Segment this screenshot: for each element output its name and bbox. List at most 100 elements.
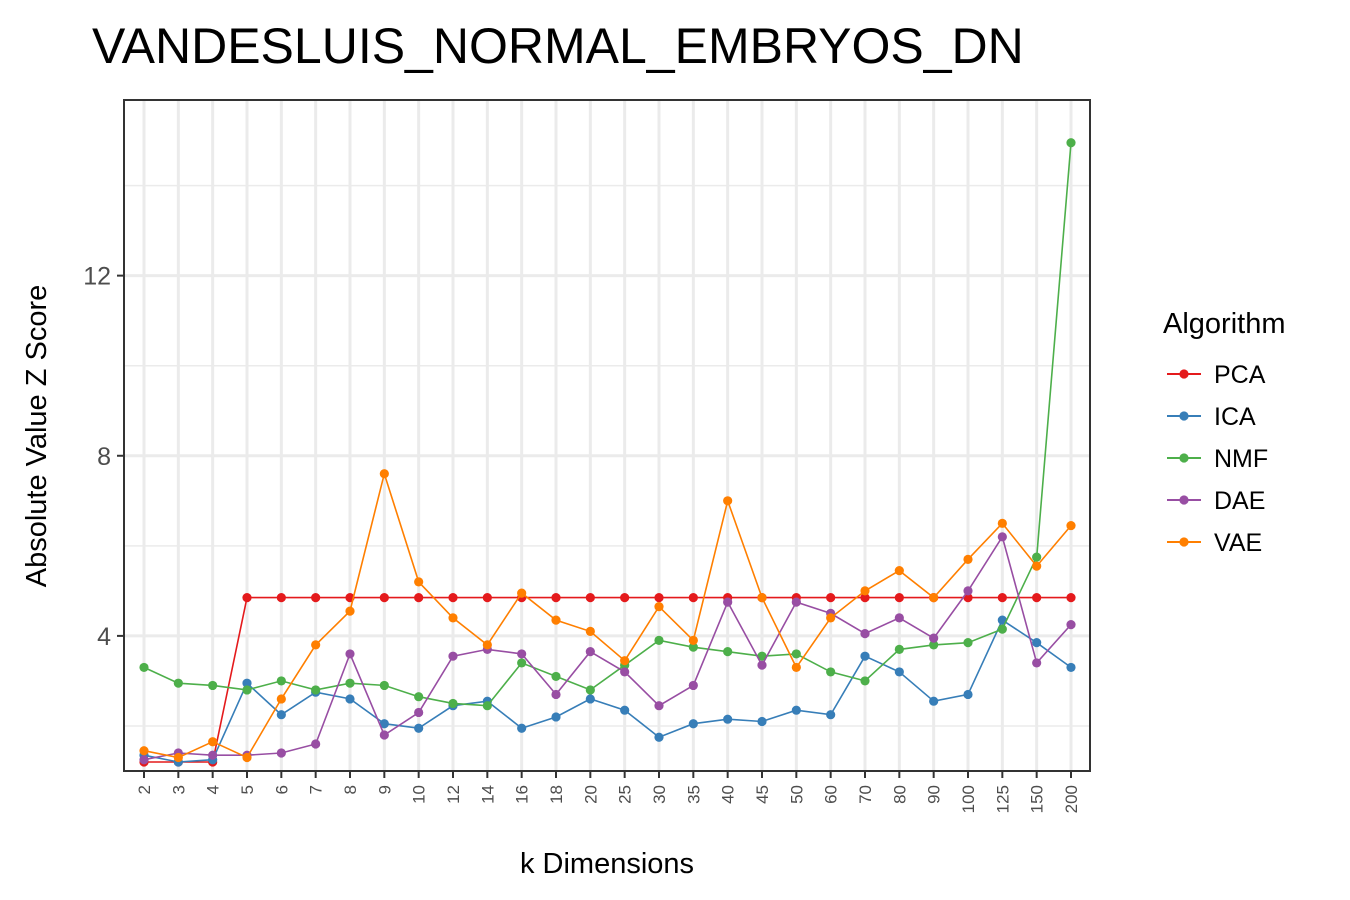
data-point-pca [894,593,904,603]
data-point-nmf [551,671,561,682]
series-line-ica [143,618,1072,763]
data-point-vae [1066,520,1076,531]
data-point-dae [894,613,904,623]
data-point-pca [654,593,664,603]
x-tick-label: 18 [547,785,566,804]
data-point-vae [379,469,389,479]
data-point-dae [929,633,939,643]
data-point-nmf [345,678,355,688]
data-point-ica [242,678,252,688]
x-tick-label: 50 [787,785,806,804]
data-point-dae [723,597,733,607]
data-point-dae [860,629,870,639]
x-tick-label: 30 [650,785,669,804]
data-point-ica [894,667,904,677]
data-point-pca [414,593,424,603]
series-vae [139,469,1076,763]
data-point-dae [1066,620,1076,630]
x-tick-label: 200 [1062,785,1081,813]
series-line-vae [143,470,1072,759]
data-point-nmf [173,678,183,688]
data-point-pca [379,593,389,603]
x-tick-label: 25 [616,785,635,804]
x-tick-label: 20 [581,785,600,804]
data-point-dae [791,597,801,607]
x-tick-label: 3 [169,785,188,794]
x-tick-label: 60 [822,785,841,804]
data-point-ica [929,696,939,706]
y-tick-label: 8 [97,443,111,471]
data-point-nmf [379,680,389,691]
data-point-pca [276,593,286,603]
data-point-ica [585,694,595,704]
data-point-nmf [757,651,767,661]
data-point-vae [688,635,698,646]
data-point-ica [1032,638,1042,648]
data-point-nmf [654,635,664,646]
legend-item-dae: DAE [1167,487,1265,515]
data-point-nmf [1066,138,1076,148]
data-point-pca [620,593,630,603]
data-point-nmf [1032,552,1042,562]
x-tick-label: 4 [204,785,223,794]
series-ica [139,615,1076,767]
x-tick-label: 100 [959,785,978,813]
data-point-dae [345,649,355,659]
data-point-dae [620,667,630,677]
data-point-pca [860,593,870,603]
x-tick-label: 70 [856,785,875,804]
data-point-nmf [826,667,836,677]
data-point-vae [208,737,218,747]
data-point-pca [242,593,252,603]
data-point-nmf [723,647,733,657]
data-point-dae [688,680,698,691]
data-point-ica [757,716,767,727]
x-tick-label: 9 [375,785,394,794]
data-point-nmf [139,662,149,673]
data-point-ica [551,712,561,722]
data-point-vae [448,613,458,623]
data-point-pca [448,593,458,603]
legend-key-point [1179,495,1189,505]
data-point-vae [551,615,561,625]
data-point-nmf [894,644,904,655]
data-point-nmf [963,638,973,648]
x-tick-label: 80 [890,785,909,804]
data-point-dae [311,739,321,749]
data-point-vae [894,566,904,576]
legend-key-point [1179,411,1189,421]
data-point-nmf [276,676,286,686]
data-point-ica [517,723,527,733]
data-point-vae [585,626,595,636]
series-line-nmf [143,142,1072,707]
data-point-nmf [482,701,492,711]
x-tick-label: 125 [993,785,1012,813]
data-point-ica [1066,662,1076,673]
x-tick-label: 10 [410,785,429,804]
series-line-pca [144,596,1071,763]
data-point-dae [963,586,973,596]
data-point-dae [1032,658,1042,668]
data-point-nmf [997,624,1007,634]
data-point-vae [620,656,630,666]
data-point-ica [688,719,698,729]
legend: Algorithm PCA ICA NMF DAE VAE [1163,308,1286,557]
x-tick-label: 6 [272,785,291,794]
legend-label: VAE [1214,529,1262,557]
x-tick-label: 7 [307,785,326,794]
x-tick-label: 8 [341,785,360,794]
data-point-dae [139,755,149,765]
data-point-nmf [448,698,458,709]
data-point-vae [345,606,355,616]
series-line-dae [143,534,1072,761]
x-tick-label: 2 [135,785,154,794]
legend-label: NMF [1214,445,1268,473]
x-tick-label: 35 [684,785,703,804]
x-axis-title: k Dimensions [520,848,694,880]
series-lines [139,138,1076,767]
legend-label: ICA [1214,403,1256,431]
data-point-vae [311,640,321,650]
data-point-ica [963,689,973,700]
data-point-nmf [688,642,698,652]
